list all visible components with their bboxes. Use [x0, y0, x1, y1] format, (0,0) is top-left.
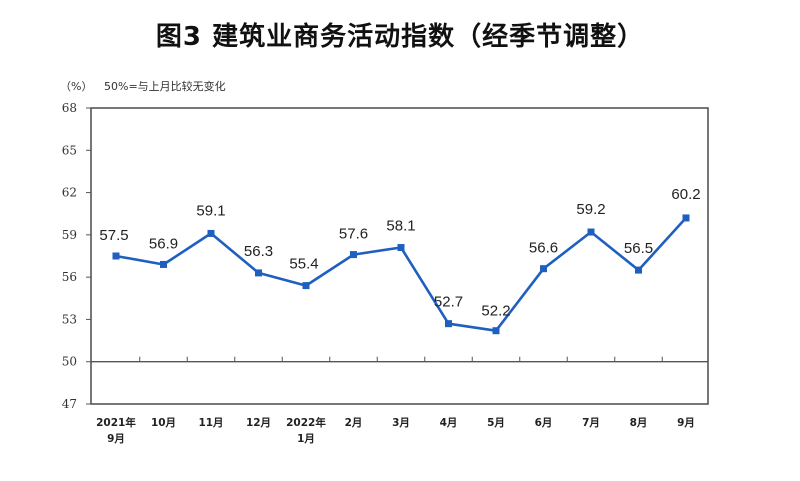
x-tick-label: 10月 [151, 417, 176, 429]
y-tick-label: 62 [62, 186, 77, 200]
data-point-marker [682, 214, 690, 222]
data-label: 52.7 [434, 294, 463, 311]
data-point-marker [540, 265, 547, 273]
data-point-marker [445, 320, 452, 328]
y-tick-label: 53 [62, 312, 77, 326]
y-tick-label: 50 [62, 355, 77, 369]
x-tick-label: 2022年 1月 [286, 416, 326, 445]
y-tick-label: 59 [62, 228, 77, 242]
data-point-marker [350, 251, 357, 259]
data-point-marker [587, 228, 595, 236]
chart-title: 图3 建筑业商务活动指数（经季节调整） [155, 22, 645, 52]
data-label: 59.2 [576, 201, 605, 218]
y-tick-label: 68 [62, 101, 77, 115]
x-tick-label: 2月 [345, 417, 363, 429]
data-label: 57.5 [99, 227, 128, 244]
data-point-marker [112, 252, 120, 260]
y-axis-unit: （%） [60, 80, 93, 93]
x-axis: 2021年 9月 10月 11月 12月 2022年 1月 2月 3月 4月 5月 6月 7月 8月 9月 [96, 416, 695, 445]
x-tick-label: 3月 [392, 417, 410, 429]
data-point-marker [635, 266, 642, 274]
data-point-marker [397, 244, 405, 252]
x-tick-label: 6月 [535, 417, 553, 429]
data-label: 56.5 [624, 240, 653, 257]
x-tick-label: 2021年 9月 [96, 416, 136, 445]
plot-frame [90, 107, 709, 405]
y-tick-label: 56 [62, 270, 77, 284]
data-label: 56.3 [244, 243, 273, 260]
data-point-marker [207, 229, 215, 237]
data-point-marker [160, 260, 167, 268]
data-point-marker [255, 269, 262, 277]
data-label: 60.2 [671, 186, 700, 203]
y-tick-label: 65 [62, 143, 77, 157]
data-label: 55.4 [289, 256, 318, 273]
data-label: 56.6 [529, 240, 558, 257]
data-point-marker [492, 327, 500, 335]
x-tick-label: 7月 [582, 417, 600, 429]
data-series [112, 214, 690, 335]
series-line [115, 217, 687, 333]
y-axis: 47 50 53 56 59 62 65 68 [62, 101, 91, 411]
data-point-marker [302, 282, 310, 290]
x-tick-label: 8月 [630, 417, 648, 429]
data-label: 57.6 [339, 226, 368, 243]
plot-border [90, 107, 709, 405]
x-tick-label: 11月 [198, 417, 223, 429]
data-labels: 57.5 56.9 59.1 56.3 55.4 57.6 58.1 52.7 52.2 56.6… [99, 186, 700, 320]
data-label: 56.9 [149, 235, 178, 252]
data-label: 58.1 [386, 218, 415, 235]
x-tick-label: 9月 [677, 417, 695, 429]
data-label: 59.1 [196, 202, 225, 219]
data-label: 52.2 [481, 303, 510, 320]
reference-note: 50%=与上月比较无变化 [104, 80, 226, 93]
x-tick-label: 12月 [246, 417, 271, 429]
reference-line-50 [91, 356, 708, 363]
x-tick-label: 5月 [487, 417, 505, 429]
y-tick-label: 47 [62, 397, 77, 411]
x-tick-label: 4月 [440, 417, 458, 429]
